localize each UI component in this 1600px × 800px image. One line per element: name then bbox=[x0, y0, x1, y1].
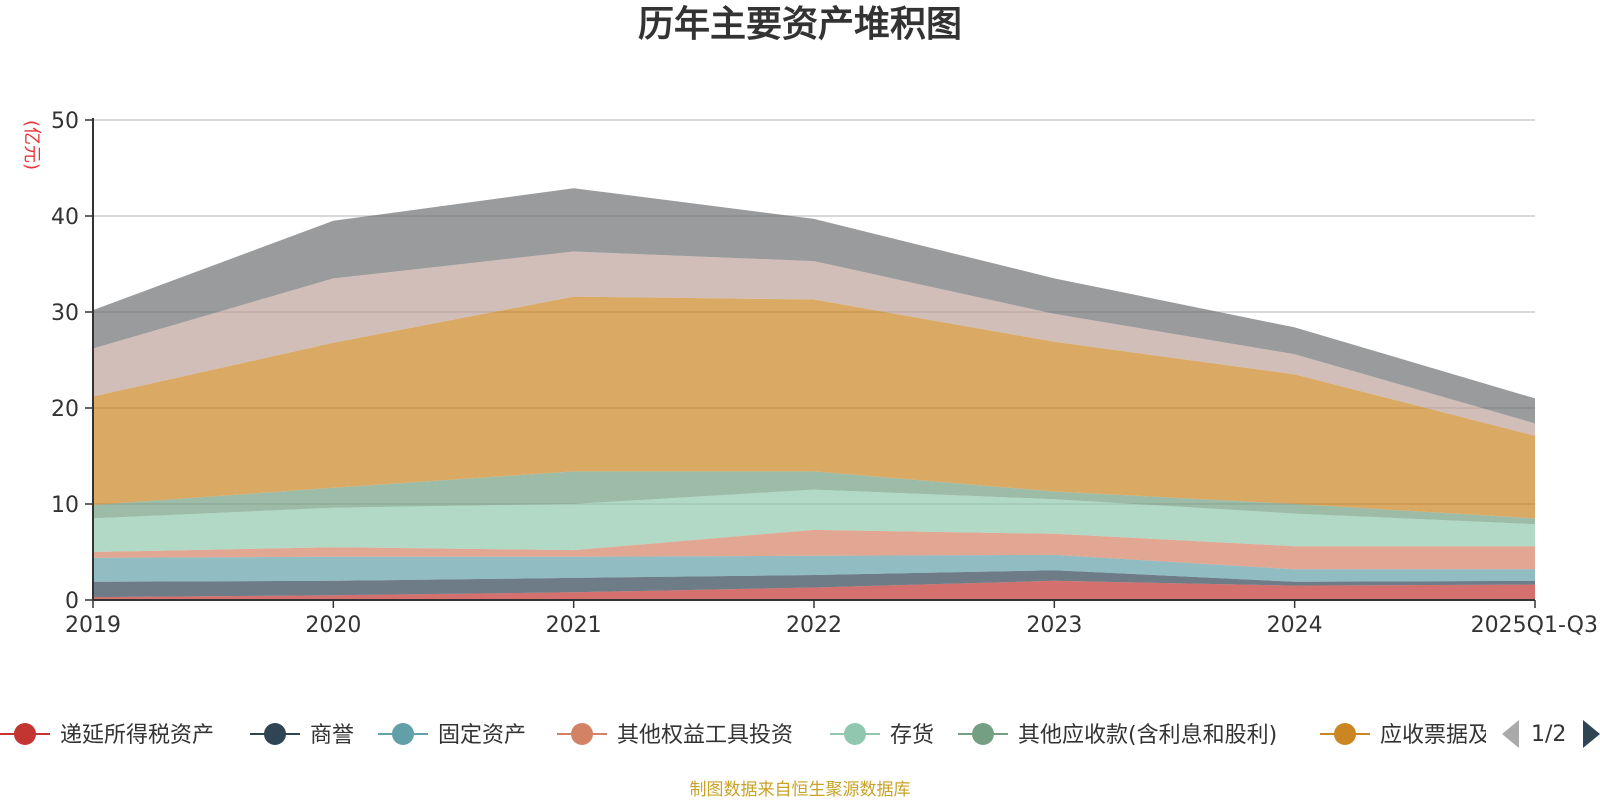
legend-prev-page-icon[interactable] bbox=[1502, 720, 1519, 748]
legend: 递延所得税资产 商誉 固定资产 其他权益工具投资 存货 其他应收款(含利息和股利) 应收票据… bbox=[0, 723, 1490, 748]
x-tick-label: 2021 bbox=[546, 613, 602, 638]
legend-label: 商誉 bbox=[310, 723, 354, 748]
x-tick-label: 2025Q1-Q3 bbox=[1471, 613, 1598, 638]
legend-item[interactable]: 固定资产 bbox=[378, 723, 526, 748]
legend-label: 其他权益工具投资 bbox=[617, 723, 793, 748]
x-tick-label: 2022 bbox=[786, 613, 842, 638]
area-series bbox=[93, 570, 1535, 598]
legend-next-page-icon[interactable] bbox=[1583, 720, 1600, 748]
legend-page-indicator: 1/2 bbox=[1531, 722, 1566, 747]
x-axis-ticks: 2019 2020 2021 2022 2023 2024 2025Q1-Q3 bbox=[65, 600, 1598, 638]
x-tick-label: 2024 bbox=[1267, 613, 1323, 638]
y-axis-ticks: 0 10 20 30 40 50 bbox=[51, 109, 93, 614]
area-series bbox=[93, 188, 1535, 424]
legend-label: 递延所得税资产 bbox=[60, 723, 214, 748]
area-series bbox=[93, 580, 1535, 600]
legend-item[interactable]: 其他应收款(含利息和股利) bbox=[958, 723, 1277, 748]
legend-item[interactable]: 存货 bbox=[830, 723, 934, 748]
area-series bbox=[93, 529, 1535, 570]
legend-items: 递延所得税资产 商誉 固定资产 其他权益工具投资 存货 其他应收款(含利息和股利) 应收票据… bbox=[0, 723, 1490, 748]
legend-circle-marker bbox=[972, 723, 994, 745]
y-tick-label: 40 bbox=[51, 205, 79, 230]
area-series bbox=[93, 251, 1535, 436]
area-series-group bbox=[93, 188, 1535, 600]
x-tick-label: 2023 bbox=[1026, 613, 1082, 638]
legend-circle-marker bbox=[14, 723, 36, 745]
legend-label: 应收票据及 bbox=[1380, 723, 1490, 748]
x-tick-label: 2020 bbox=[305, 613, 361, 638]
y-tick-label: 50 bbox=[51, 109, 79, 134]
legend-circle-marker bbox=[392, 723, 414, 745]
legend-item[interactable]: 应收票据及 bbox=[1320, 723, 1490, 748]
legend-circle-marker bbox=[844, 723, 866, 745]
legend-pager: 1/2 bbox=[1502, 720, 1600, 748]
legend-label: 固定资产 bbox=[438, 723, 526, 748]
y-axis-unit-label: (亿元) bbox=[21, 120, 42, 170]
legend-label: 存货 bbox=[890, 723, 934, 748]
y-tick-label: 10 bbox=[51, 493, 79, 518]
y-tick-label: 20 bbox=[51, 397, 79, 422]
chart-title: 历年主要资产堆积图 bbox=[638, 4, 962, 45]
legend-circle-marker bbox=[264, 723, 286, 745]
area-series bbox=[93, 489, 1535, 552]
y-tick-label: 0 bbox=[65, 589, 79, 614]
legend-circle-marker bbox=[1334, 723, 1356, 745]
data-source-note: 制图数据来自恒生聚源数据库 bbox=[690, 780, 911, 800]
legend-circle-marker bbox=[571, 723, 593, 745]
legend-item[interactable]: 其他权益工具投资 bbox=[557, 723, 793, 748]
area-series bbox=[93, 554, 1535, 582]
y-tick-label: 30 bbox=[51, 301, 79, 326]
legend-item[interactable]: 递延所得税资产 bbox=[0, 723, 214, 748]
legend-item[interactable]: 商誉 bbox=[250, 723, 354, 748]
x-tick-label: 2019 bbox=[65, 613, 121, 638]
area-series bbox=[93, 296, 1535, 519]
area-series bbox=[93, 471, 1535, 525]
legend-label: 其他应收款(含利息和股利) bbox=[1018, 723, 1277, 748]
